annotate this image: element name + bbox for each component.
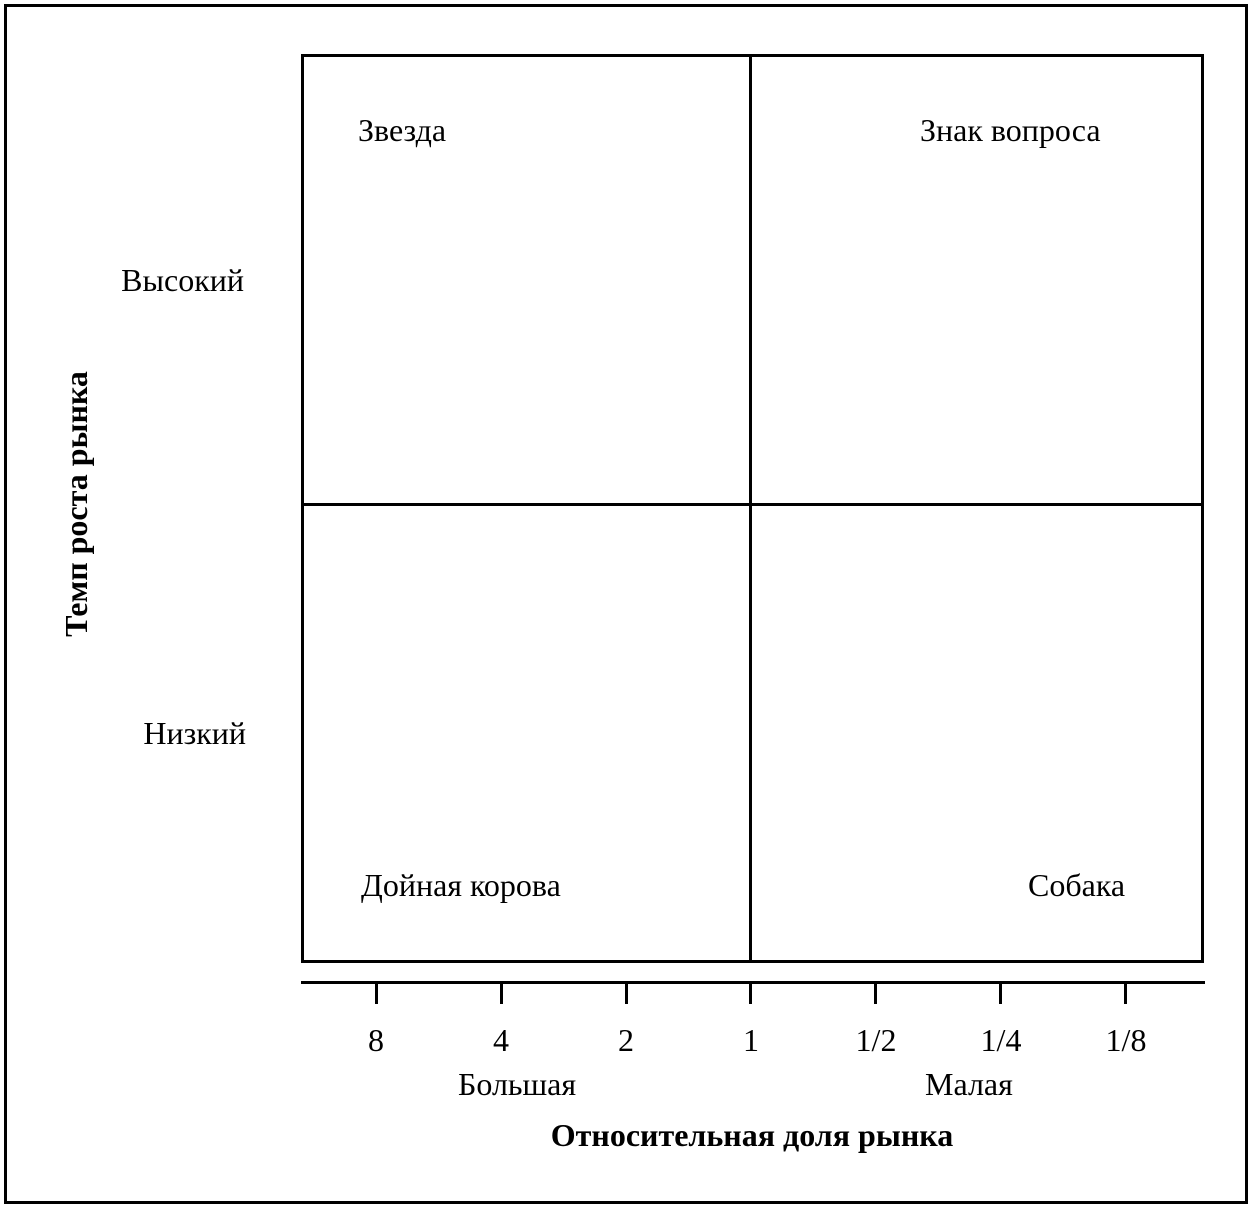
- y-axis-high-label: Высокий: [121, 262, 244, 298]
- x-tick-label: 8: [368, 1022, 384, 1058]
- x-tick-mark: [749, 984, 752, 1004]
- x-tick-mark: [999, 984, 1002, 1004]
- x-tick-label: 1: [743, 1022, 759, 1058]
- x-axis-large-label: Большая: [458, 1066, 577, 1102]
- x-tick-label: 1/2: [855, 1022, 897, 1058]
- x-tick-mark: [874, 984, 877, 1004]
- quadrant-star-label: Звезда: [358, 112, 447, 148]
- y-axis-low-label: Низкий: [143, 715, 246, 751]
- x-tick-mark: [1124, 984, 1127, 1004]
- x-tick-label: 4: [493, 1022, 509, 1058]
- x-axis-small-label: Малая: [925, 1066, 1013, 1102]
- x-axis-title: Относительная доля рынка: [550, 1117, 954, 1153]
- y-axis-title: Темп роста рынка: [58, 371, 94, 637]
- quadrant-cash-cow-label: Дойная корова: [361, 867, 561, 903]
- vertical-divider: [749, 54, 752, 963]
- bcg-matrix: [301, 54, 1204, 963]
- quadrant-dog-label: Собака: [1028, 867, 1126, 903]
- quadrant-question-mark-label: Знак вопроса: [920, 112, 1101, 148]
- figure-frame: [4, 4, 1248, 1204]
- horizontal-divider: [301, 503, 1204, 506]
- x-tick-label: 1/4: [980, 1022, 1022, 1058]
- x-tick-mark: [375, 984, 378, 1004]
- x-tick-label: 2: [618, 1022, 634, 1058]
- x-tick-mark: [500, 984, 503, 1004]
- x-tick-mark: [625, 984, 628, 1004]
- x-tick-label: 1/8: [1105, 1022, 1147, 1058]
- x-axis-line: [301, 981, 1205, 984]
